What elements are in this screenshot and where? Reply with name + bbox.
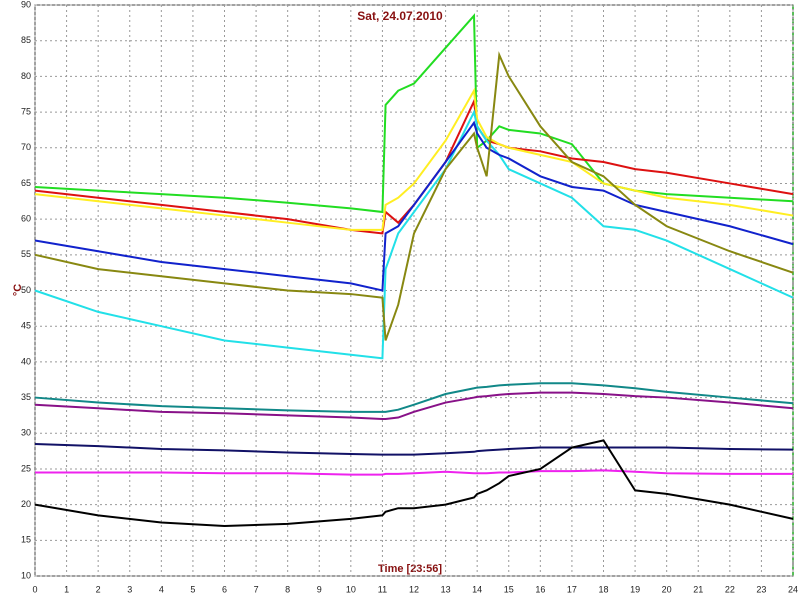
x-tick-label: 10	[346, 584, 356, 594]
x-tick-label: 19	[630, 584, 640, 594]
x-tick-label: 12	[409, 584, 419, 594]
y-tick-label: 40	[21, 356, 31, 366]
series-line	[34, 51, 794, 341]
y-tick-label: 90	[21, 0, 31, 9]
x-tick-label: 0	[32, 584, 37, 594]
y-tick-label: 35	[21, 392, 31, 402]
y-tick-label: 50	[21, 285, 31, 295]
series-line	[34, 391, 794, 420]
x-tick-label: 23	[756, 584, 766, 594]
y-tick-label: 30	[21, 428, 31, 438]
series-line	[34, 109, 794, 360]
x-tick-label: 17	[567, 584, 577, 594]
y-tick-label: 25	[21, 463, 31, 473]
x-tick-label: 18	[598, 584, 608, 594]
y-axis-label: °C	[12, 284, 24, 296]
series-line	[34, 97, 794, 235]
y-tick-label: 75	[21, 106, 31, 116]
x-tick-label: 6	[222, 584, 227, 594]
x-tick-label: 8	[285, 584, 290, 594]
x-tick-label: 20	[662, 584, 672, 594]
x-tick-label: 3	[127, 584, 132, 594]
x-tick-label: 14	[472, 584, 482, 594]
y-tick-label: 10	[21, 570, 31, 580]
y-tick-label: 70	[21, 142, 31, 152]
chart-title: Sat, 24.07.2010	[357, 9, 443, 23]
y-tick-label: 55	[21, 249, 31, 259]
y-tick-label: 20	[21, 499, 31, 509]
x-tick-label: 9	[317, 584, 322, 594]
x-tick-label: 7	[254, 584, 259, 594]
series-line	[34, 439, 794, 528]
series-line	[35, 469, 793, 476]
y-tick-label: 60	[21, 214, 31, 224]
x-tick-label: 13	[441, 584, 451, 594]
y-tick-label: 80	[21, 71, 31, 81]
x-tick-label: 1	[64, 584, 69, 594]
series-line	[34, 442, 794, 456]
x-tick-label: 4	[159, 584, 164, 594]
y-tick-label: 15	[21, 535, 31, 545]
y-tick-label: 85	[21, 35, 31, 45]
y-tick-label: 65	[21, 178, 31, 188]
x-tick-label: 24	[788, 584, 798, 594]
x-tick-label: 21	[693, 584, 703, 594]
x-tick-label: 11	[378, 584, 387, 594]
x-axis-label: Time [23:56]	[378, 563, 442, 575]
y-tick-label: 45	[21, 321, 31, 331]
x-tick-label: 15	[504, 584, 514, 594]
x-tick-label: 16	[535, 584, 545, 594]
x-tick-label: 5	[190, 584, 195, 594]
x-tick-label: 2	[96, 584, 101, 594]
series-line	[34, 382, 794, 413]
x-tick-label: 22	[725, 584, 735, 594]
series-line	[34, 120, 794, 292]
